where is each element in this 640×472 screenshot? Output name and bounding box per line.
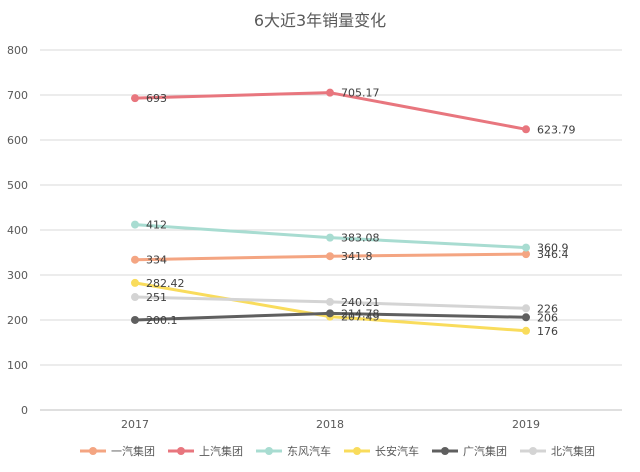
legend-marker-icon [265, 447, 273, 455]
legend-marker-icon [89, 447, 97, 455]
data-point [326, 309, 334, 318]
data-point [131, 278, 139, 287]
data-label: 360.9 [537, 242, 569, 255]
x-axis-ticks: 2017 2018 2019 [121, 418, 540, 431]
data-label: 334 [146, 254, 167, 267]
series-1 [131, 88, 530, 134]
data-point [522, 250, 530, 259]
data-point [326, 233, 334, 242]
grid-lines [40, 49, 622, 411]
legend: 一汽集团 上汽集团 东风汽车 长安汽车 广汽集团 北汽集团 [80, 444, 595, 458]
legend-marker-icon [353, 447, 361, 455]
y-tick-label: 300 [7, 269, 28, 282]
data-label: 383.08 [341, 232, 380, 245]
data-point [131, 255, 139, 264]
legend-item[interactable]: 一汽集团 [80, 444, 155, 458]
data-point [131, 220, 139, 229]
data-label: 176 [537, 325, 558, 338]
legend-label: 上汽集团 [199, 444, 243, 458]
legend-label: 长安汽车 [375, 444, 419, 458]
data-point [326, 297, 334, 306]
data-label: 206 [537, 311, 558, 324]
legend-item[interactable]: 长安汽车 [344, 444, 419, 458]
legend-item[interactable]: 上汽集团 [168, 444, 243, 458]
y-axis-ticks: 0 100 200 300 400 500 600 700 800 [7, 44, 28, 417]
data-label: 346.4 [537, 248, 569, 261]
legend-label: 广汽集团 [463, 444, 507, 458]
data-label: 282.42 [146, 277, 185, 290]
y-tick-label: 200 [7, 314, 28, 327]
y-tick-label: 800 [7, 44, 28, 57]
data-point [326, 88, 334, 97]
y-tick-label: 100 [7, 359, 28, 372]
legend-marker-icon [529, 447, 537, 455]
data-point [131, 315, 139, 324]
data-label: 207.49 [341, 311, 380, 324]
series-2 [131, 220, 530, 252]
data-point [522, 313, 530, 322]
data-label: 200.1 [146, 314, 178, 327]
x-tick-label: 2019 [512, 418, 540, 431]
series-4 [131, 309, 530, 324]
legend-label: 一汽集团 [111, 444, 155, 458]
data-point [522, 125, 530, 134]
series-0 [131, 250, 530, 264]
data-point [131, 94, 139, 103]
legend-marker-icon [177, 447, 185, 455]
series-5 [131, 293, 530, 313]
series-line [133, 91, 528, 131]
series-lines [131, 88, 530, 335]
data-label: 214.78 [341, 307, 380, 320]
data-point [326, 252, 334, 261]
y-tick-label: 0 [21, 404, 28, 417]
data-point [522, 304, 530, 313]
legend-item[interactable]: 广汽集团 [432, 444, 507, 458]
legend-label: 北汽集团 [551, 444, 595, 458]
data-labels: 334 341.8 346.4 693 705.17 623.79 412 383.08 360… [146, 87, 576, 338]
legend-label: 东风汽车 [287, 444, 331, 458]
data-label: 240.21 [341, 296, 380, 309]
chart-title: 6大近3年销量变化 [254, 11, 386, 30]
data-label: 341.8 [341, 250, 373, 263]
data-label: 705.17 [341, 87, 380, 100]
y-tick-label: 600 [7, 134, 28, 147]
data-point [522, 326, 530, 335]
data-label: 693 [146, 92, 167, 105]
data-label: 251 [146, 291, 167, 304]
data-label: 412 [146, 219, 167, 232]
x-tick-label: 2018 [316, 418, 344, 431]
legend-item[interactable]: 北汽集团 [520, 444, 595, 458]
y-tick-label: 500 [7, 179, 28, 192]
legend-item[interactable]: 东风汽车 [256, 444, 331, 458]
data-point [522, 243, 530, 252]
y-tick-label: 700 [7, 89, 28, 102]
legend-marker-icon [441, 447, 449, 455]
data-label: 623.79 [537, 123, 576, 136]
data-point [131, 293, 139, 302]
data-label: 226 [537, 302, 558, 315]
y-tick-label: 400 [7, 224, 28, 237]
x-tick-label: 2017 [121, 418, 149, 431]
